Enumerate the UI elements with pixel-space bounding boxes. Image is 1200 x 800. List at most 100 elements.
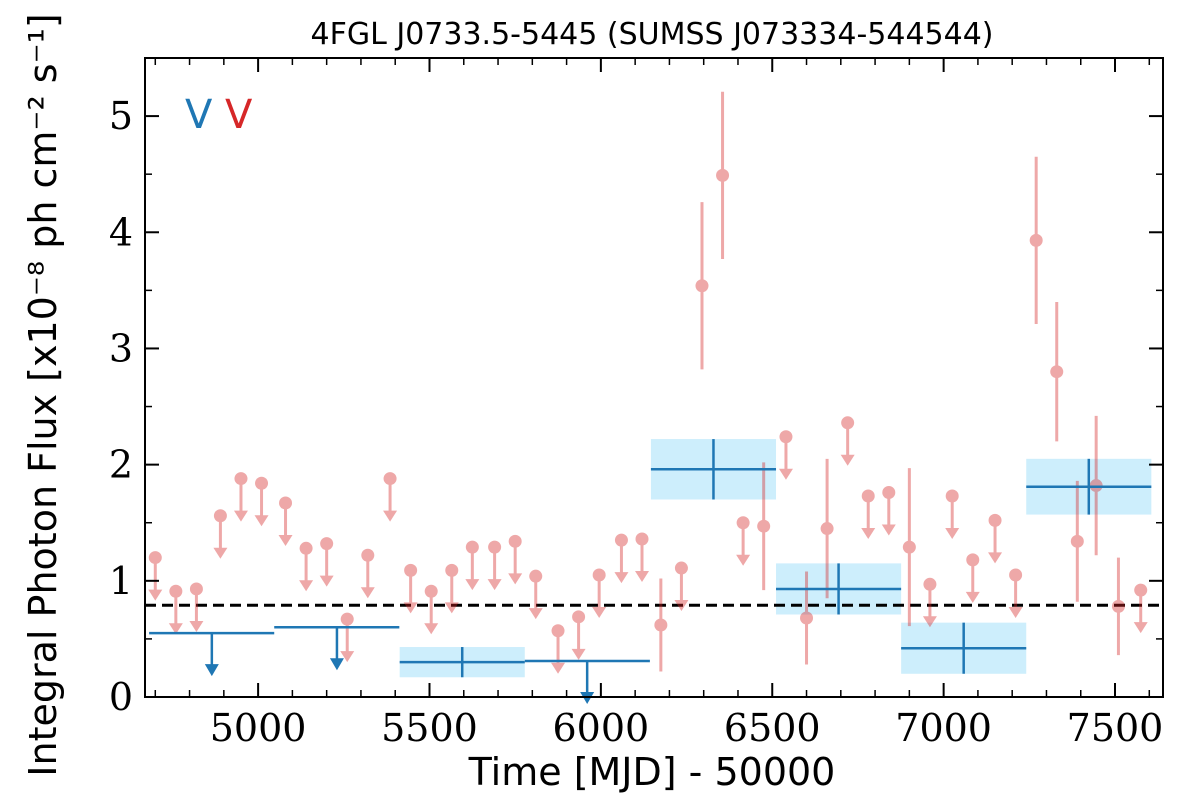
red-upper-limit-marker <box>299 541 313 555</box>
legend: V V <box>185 92 253 138</box>
red-upper-limit-arrowhead <box>444 602 459 614</box>
red-upper-limit-14 <box>444 563 459 614</box>
red-upper-limit-17 <box>508 534 523 585</box>
red-upper-limit-arrowhead <box>614 572 629 584</box>
red-upper-limit-4 <box>233 472 248 522</box>
red-upper-limit-arrowhead <box>319 575 334 587</box>
red-upper-limit-8 <box>319 537 334 587</box>
red-upper-limit-marker <box>488 540 502 554</box>
y-tick-label: 3 <box>109 326 133 370</box>
red-point-2 <box>716 91 730 259</box>
red-upper-limit-arrowhead <box>383 510 398 522</box>
red-upper-limit-24 <box>674 561 689 612</box>
red-upper-limit-marker <box>529 569 543 583</box>
red-upper-limit-33 <box>988 513 1003 564</box>
red-point-marker <box>820 522 834 536</box>
red-upper-limit-15 <box>465 540 480 591</box>
red-upper-limit-23 <box>635 532 650 582</box>
x-tick-label: 7000 <box>895 706 992 750</box>
red-upper-limit-31 <box>945 489 960 540</box>
x-tick-label: 5000 <box>210 706 307 750</box>
red-upper-limit-arrowhead <box>403 602 418 614</box>
y-tick-label: 4 <box>109 210 133 254</box>
red-upper-limit-11 <box>383 472 398 522</box>
red-upper-limit-arrowhead <box>551 662 566 674</box>
red-point-marker <box>757 519 771 533</box>
red-upper-limit-marker <box>465 540 479 554</box>
red-upper-limit-marker <box>736 516 750 530</box>
red-upper-limit-marker <box>614 533 628 547</box>
red-upper-limit-arrowhead <box>424 623 439 635</box>
red-upper-limit-arrowhead <box>965 591 980 603</box>
red-upper-limit-arrowhead <box>189 620 204 632</box>
red-upper-limit-25 <box>736 516 751 566</box>
red-upper-limit-marker <box>882 486 896 500</box>
red-upper-limit-2 <box>189 582 204 632</box>
red-upper-limit-marker <box>674 561 688 575</box>
red-upper-limit-arrowhead <box>233 510 248 522</box>
red-upper-limit-arrowhead <box>778 468 793 480</box>
red-upper-limit-21 <box>592 568 607 619</box>
x-tick-label: 7500 <box>1067 706 1164 750</box>
red-upper-limit-28 <box>861 489 876 540</box>
red-upper-limit-marker <box>841 416 855 430</box>
legend-entry-blue: V <box>185 92 213 138</box>
red-upper-limit-35 <box>1133 583 1148 634</box>
red-point-marker <box>1070 534 1084 548</box>
y-tick-label: 5 <box>109 94 133 138</box>
y-axis-label: Integral Photon Flux [x10⁻⁸ ph cm⁻² s⁻¹] <box>21 13 65 776</box>
red-upper-limit-7 <box>299 541 314 592</box>
red-upper-limit-marker <box>361 548 375 562</box>
blue-bin-4 <box>1026 458 1152 515</box>
red-upper-limit-0 <box>148 551 163 601</box>
red-upper-limit-22 <box>614 533 629 584</box>
red-point-4 <box>800 571 814 665</box>
red-upper-limit-34 <box>1008 568 1023 619</box>
red-point-marker <box>1029 233 1043 247</box>
red-point-marker <box>1111 599 1125 613</box>
red-upper-limit-marker <box>279 496 293 510</box>
red-upper-limit-marker <box>320 537 334 551</box>
red-point-marker <box>1050 365 1064 379</box>
blue-upper-limit-arrowhead <box>204 664 219 677</box>
red-upper-limit-marker <box>592 568 606 582</box>
red-upper-limit-marker <box>988 513 1002 527</box>
binned-flux-bands <box>399 439 1152 678</box>
red-upper-limit-arrowhead <box>465 579 480 591</box>
blue-bin-3 <box>901 622 1027 674</box>
blue-series-layer <box>149 439 1152 704</box>
blue-bin-2 <box>776 563 902 615</box>
red-upper-limit-marker <box>779 430 793 444</box>
red-upper-limit-marker <box>945 489 959 503</box>
red-upper-limit-arrowhead <box>487 579 502 591</box>
red-point-marker <box>800 611 814 625</box>
red-upper-limit-marker <box>635 532 649 546</box>
red-upper-limit-26 <box>778 430 793 480</box>
y-tick-label: 0 <box>109 675 133 719</box>
red-upper-limit-32 <box>965 553 980 603</box>
blue-upper-limit-arrowhead <box>329 658 344 671</box>
y-tick-label: 2 <box>109 443 133 487</box>
red-upper-limit-3 <box>213 509 228 559</box>
red-upper-limit-arrowhead <box>360 587 375 599</box>
x-tick-label: 6000 <box>553 706 650 750</box>
red-upper-limit-arrowhead <box>861 528 876 540</box>
red-point-marker <box>716 168 730 182</box>
red-upper-limit-marker <box>508 534 522 548</box>
red-upper-limit-arrowhead <box>299 580 314 592</box>
blue-upper-limit-0 <box>149 631 275 677</box>
x-tick-label: 5500 <box>381 706 478 750</box>
red-point-5 <box>820 458 834 599</box>
y-tick-label: 1 <box>109 559 133 603</box>
plot-frame <box>144 57 1164 698</box>
chart-title: 4FGL J0733.5-5445 (SUMSS J073334-544544) <box>311 17 994 52</box>
red-upper-limit-marker <box>404 563 418 577</box>
red-upper-limit-5 <box>254 476 269 527</box>
red-upper-limit-marker <box>340 612 354 626</box>
red-upper-limit-arrowhead <box>1133 622 1148 634</box>
red-upper-limit-marker <box>148 551 162 565</box>
red-upper-limit-arrowhead <box>1008 607 1023 619</box>
red-upper-limit-arrowhead <box>736 554 751 566</box>
red-upper-limit-arrowhead <box>922 616 937 628</box>
